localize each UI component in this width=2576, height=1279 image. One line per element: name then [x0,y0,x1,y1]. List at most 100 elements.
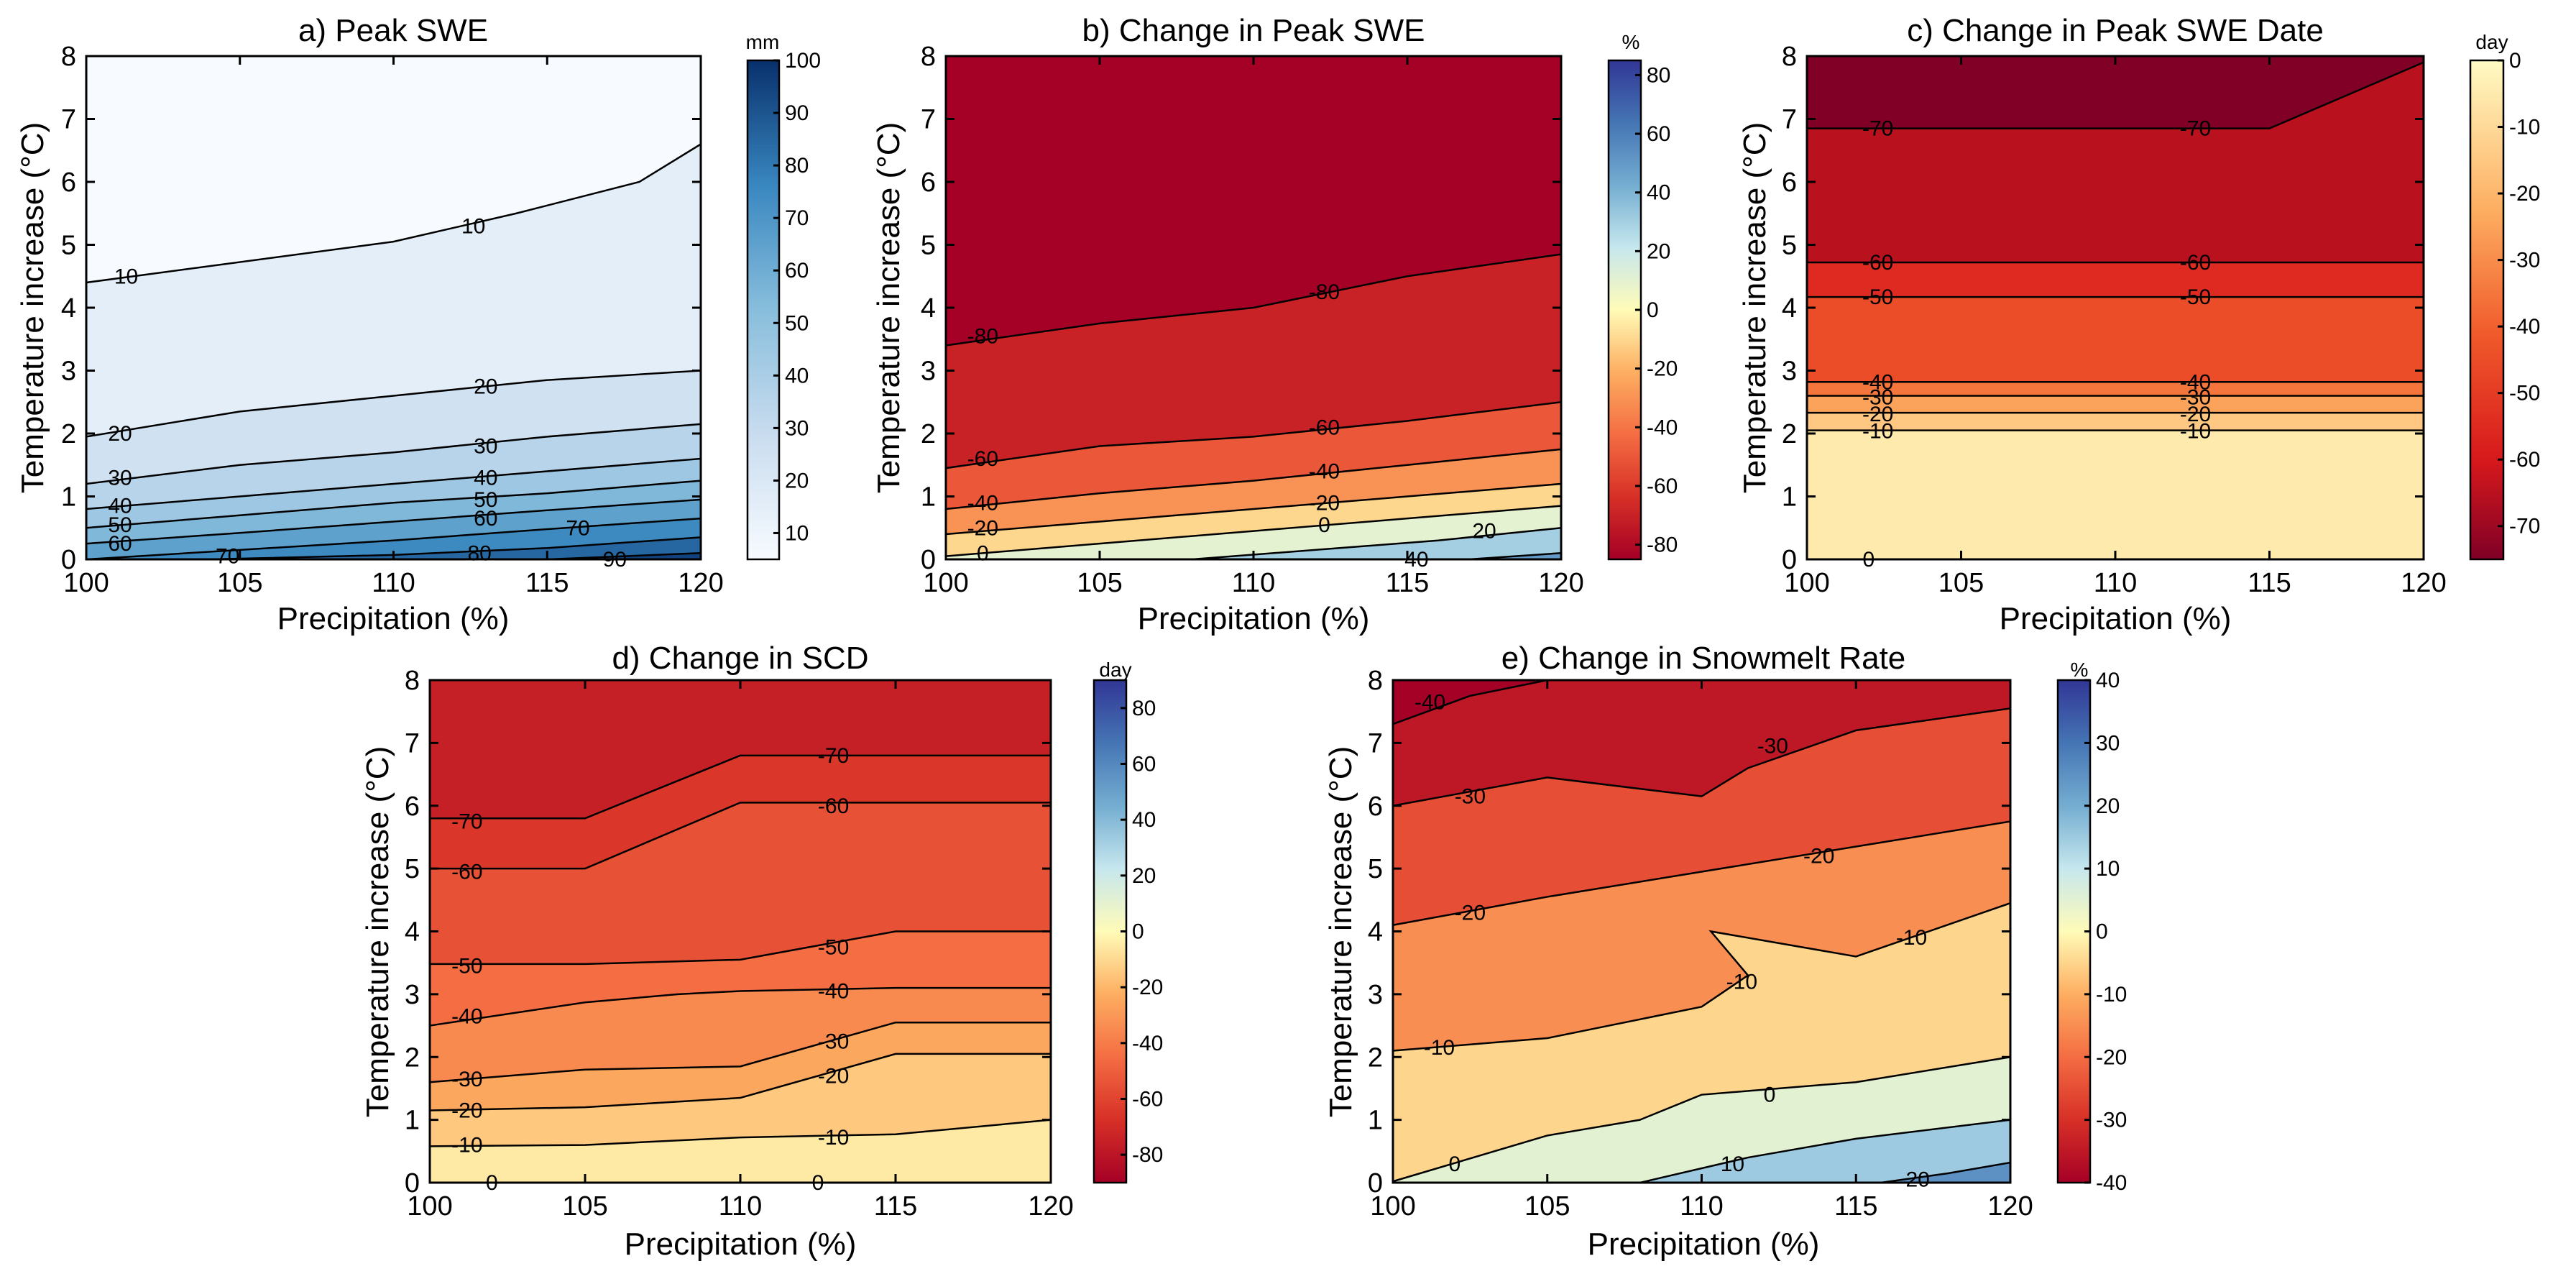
panel-a-ytick-label: 3 [61,357,76,387]
panel-c-ytick-label: 7 [1782,105,1797,135]
panel-c-contour-label: -20 [2180,403,2211,426]
panel-c-title: c) Change in Peak SWE Date [1907,13,2324,48]
panel-c-colorbar-label: -60 [2509,448,2540,472]
panel-d: -70 -70 -60 -60 -50 -50 -40 -40 -30 -30 -20 -20 -10 -… [360,641,1163,1262]
panel-b-colorbar-label: 60 [1647,122,1670,146]
panel-a-contour-label: 50 [474,488,497,512]
panel-d-colorbar-label: -40 [1132,1032,1163,1055]
panel-a-contour-50 [86,480,702,529]
panel-a-contour-60 [86,498,702,545]
panel-b-ytick-label: 4 [921,293,936,324]
panel-a-contour-label: 10 [461,214,485,238]
panel-a-ytick-label: 1 [61,482,76,513]
panel-a-contour-40 [86,457,702,510]
panel-d-title: d) Change in SCD [612,641,868,676]
panel-b-colorbar-label: -40 [1647,416,1678,439]
panel-c-ytick-label: 6 [1782,168,1797,198]
panel-a-colorbar-label: 40 [785,364,809,388]
panel-a-colorbar-label: 60 [785,259,809,283]
panel-c-colorbar-label: -70 [2509,515,2540,538]
panel-b-contour-label: -20 [1309,491,1340,515]
panel-d-contour-label: -50 [818,935,849,959]
panel-d-contour-label: -30 [451,1068,482,1091]
panel-a-xtick-label: 105 [217,568,262,598]
panel-d-contour-label: -60 [451,860,482,884]
panel-a-colorbar: 10 20 30 40 50 60 70 80 90 100 [746,49,821,561]
panel-b-contour--40 [945,448,1562,510]
panel-d-ytick-label: 3 [405,980,420,1010]
panel-a-contour-label: 30 [474,435,497,459]
panel-d-xtick-label: 100 [407,1191,452,1221]
panel-e-ytick-label: 5 [1368,854,1383,884]
panel-b-xlabel: Precipitation (%) [1138,601,1370,636]
panel-d-colorbar-label: 40 [1132,808,1156,832]
panel-a-contour-label: 20 [474,375,497,398]
panel-d-colorbar-label: 60 [1132,753,1156,776]
panel-a-contour-70 [86,517,702,561]
panel-b-contour-label: 0 [977,541,989,565]
panel-a-band-90 [408,553,701,559]
panel-e-fill [1393,680,2010,1183]
panel-e-contour--40 [1392,679,1547,725]
panel-a-colorbar-label: 70 [785,206,809,230]
panel-d-xtick-label: 115 [874,1191,918,1221]
panel-c-colorbar-label: -10 [2509,116,2540,139]
panel-b-ytick-label: 1 [921,482,936,513]
panel-d-contour-label: -50 [451,955,482,978]
panel-c-xlabel: Precipitation (%) [2000,601,2232,636]
panel-d-colorbar-label: 20 [1132,864,1156,888]
panel-b-contour-label: 20 [1472,520,1496,544]
panel-e-colorbar-label: 10 [2096,857,2120,881]
panel-a-colorbar-label: 90 [785,101,809,125]
panel-e-colorbar-label: -40 [2096,1171,2127,1195]
panel-b-contour-0 [945,505,1562,557]
panel-e-xtick-label: 110 [1680,1191,1724,1221]
panel-a-contour-label: 40 [108,495,132,518]
panel-c: -70 -70-60 -60-50 -50-40 -40-30 -30-20 -20-10-… [1737,13,2540,636]
panel-b-contour-label: -80 [1309,280,1340,304]
panel-e-ytick-label: 3 [1368,980,1383,1010]
panel-e-contour-label: -10 [1726,970,1757,994]
panel-e-contour--10 [1392,902,2011,1052]
panel-a-ytick-label: 2 [61,419,76,449]
panel-a-contour-label: 70 [216,545,239,569]
panel-a-xtick-label: 100 [63,568,109,598]
panel-e-xtick-label: 115 [1834,1191,1878,1221]
panel-c-xtick-label: 105 [1938,568,1984,598]
panel-b-contour--60 [945,401,1562,469]
panel-c-xtick-label: 115 [2248,568,2291,598]
panel-d-ytick-label: 1 [405,1106,420,1136]
panel-a-colorbar-label: 80 [785,154,809,178]
panel-d-colorbar-label: -80 [1132,1143,1163,1167]
panel-e-contour-label: -40 [1414,691,1445,715]
panel-b-contour-label: -40 [967,491,998,515]
panel-a-ylabel: Temperature increase (°C) [15,122,50,493]
panel-e-ytick-label: 4 [1368,917,1383,948]
panel-a-contour-20 [86,370,702,438]
panel-b-colorbar-label: 0 [1647,298,1659,322]
panel-d-xtick-label: 120 [1028,1191,1073,1221]
panel-b-ytick-label: 8 [921,42,936,72]
panel-e-xtick-label: 100 [1370,1191,1415,1221]
panel-c-colorbar-label: -20 [2509,182,2540,206]
panel-b-title: b) Change in Peak SWE [1082,13,1425,48]
panel-e-colorbar-label: 30 [2096,731,2120,755]
panel-a-xlabel: Precipitation (%) [277,601,510,636]
panel-c-ylabel: Temperature increase (°C) [1737,122,1772,493]
panel-b-contour--80 [945,253,1562,347]
panel-e-band-20 [1880,1163,2010,1183]
panel-b-colorbar-label: 40 [1647,181,1670,205]
panel-b-axes: 100 105 110 115 120 0 1 2 3 4 5 6 7 8 [921,42,1584,598]
panel-b-colorbar-label: 20 [1647,239,1670,263]
panel-a-ytick-label: 0 [61,545,76,575]
panel-a-contour-label: 20 [108,422,132,446]
panel-a-ytick-label: 7 [61,105,76,135]
panel-d-contour--70 [430,754,1051,820]
panel-c-ytick-label: 5 [1782,231,1797,261]
panel-e-contour-label: -10 [1424,1036,1455,1060]
panel-c-colorbar: -70 -60 -50 -40 -30 -20 -10 0 [2469,49,2540,561]
panel-d-ytick-label: 5 [405,854,420,884]
panel-a-colorbar-label: 20 [785,469,809,492]
